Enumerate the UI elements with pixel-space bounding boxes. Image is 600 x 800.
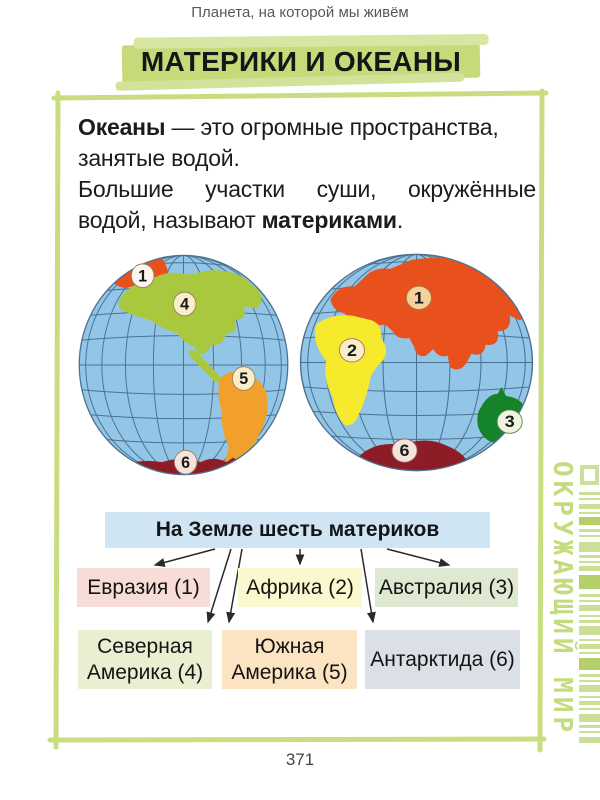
continent-badge [130, 263, 155, 289]
spine-vertical-text: ОКРУЖАЮЩИЙ МИР [547, 461, 577, 737]
continent-badge [391, 438, 418, 463]
paragraph-oceans-line1: Океаны — это огромные пространства, [78, 114, 499, 140]
badges-east: 1 2 3 6 [338, 285, 523, 463]
intro-text: Океаны — это огромные пространства, заня… [78, 112, 536, 236]
eastern-hemisphere-globe: 1 2 3 6 [299, 253, 534, 472]
chapter-title-block: МАТЕРИКИ И ОКЕАНЫ [121, 38, 481, 85]
svg-text:1: 1 [138, 266, 147, 285]
flowchart-header: На Земле шесть материков [105, 512, 490, 548]
continent-badge [231, 366, 256, 391]
svg-text:1: 1 [414, 288, 424, 307]
continent-box-australia: Австралия (3) [375, 568, 518, 607]
continent-badge [496, 409, 523, 434]
western-hemisphere-globe: 1 4 5 6 [78, 254, 289, 476]
badges-west: 1 4 5 6 [130, 263, 256, 475]
paragraph-oceans-line2: занятые водой. [78, 145, 240, 171]
svg-text:5: 5 [239, 369, 248, 388]
continent-south-america [218, 371, 268, 474]
continent-box-south-america: Южная Америка (5) [222, 630, 357, 689]
page-title: МАТЕРИКИ И ОКЕАНЫ [140, 46, 462, 77]
term-continents: материками [261, 207, 397, 233]
svg-text:4: 4 [180, 294, 190, 313]
continent-box-antarctica: Антарктида (6) [365, 630, 520, 689]
svg-text:6: 6 [181, 452, 190, 471]
svg-text:3: 3 [505, 412, 515, 431]
continent-africa [314, 315, 387, 426]
continent-badge [405, 285, 432, 310]
svg-text:2: 2 [347, 340, 357, 359]
page-number: 371 [285, 750, 315, 769]
term-oceans: Океаны [78, 114, 166, 140]
continent-central-america [189, 349, 223, 384]
continent-badge [173, 449, 198, 475]
continent-box-north-america: Северная Америка (4) [78, 630, 212, 689]
continent-box-eurasia: Евразия (1) [77, 568, 210, 607]
svg-text:6: 6 [400, 441, 410, 460]
paragraph-continents-line1: Большие участки суши, окружённые [78, 176, 536, 202]
running-head: Планета, на которой мы живём [191, 4, 409, 21]
continent-badge [338, 338, 365, 363]
continent-box-africa: Африка (2) [238, 568, 362, 607]
continent-eurasia [330, 257, 532, 370]
barcode-decoration [579, 492, 600, 760]
paragraph-continents-line2: водой, называют материками. [78, 207, 404, 233]
continent-badge [172, 291, 197, 317]
pixel-square-decoration [580, 465, 599, 485]
